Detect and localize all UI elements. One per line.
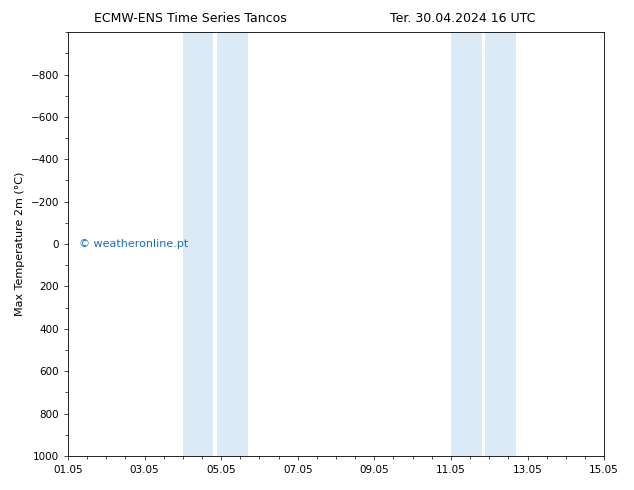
Text: ECMW-ENS Time Series Tancos: ECMW-ENS Time Series Tancos	[94, 12, 287, 25]
Bar	[183, 32, 214, 456]
Bar	[486, 32, 516, 456]
Y-axis label: Max Temperature 2m (°C): Max Temperature 2m (°C)	[15, 172, 25, 316]
Bar	[217, 32, 248, 456]
Bar	[451, 32, 482, 456]
Text: © weatheronline.pt: © weatheronline.pt	[79, 239, 188, 249]
Text: Ter. 30.04.2024 16 UTC: Ter. 30.04.2024 16 UTC	[390, 12, 536, 25]
